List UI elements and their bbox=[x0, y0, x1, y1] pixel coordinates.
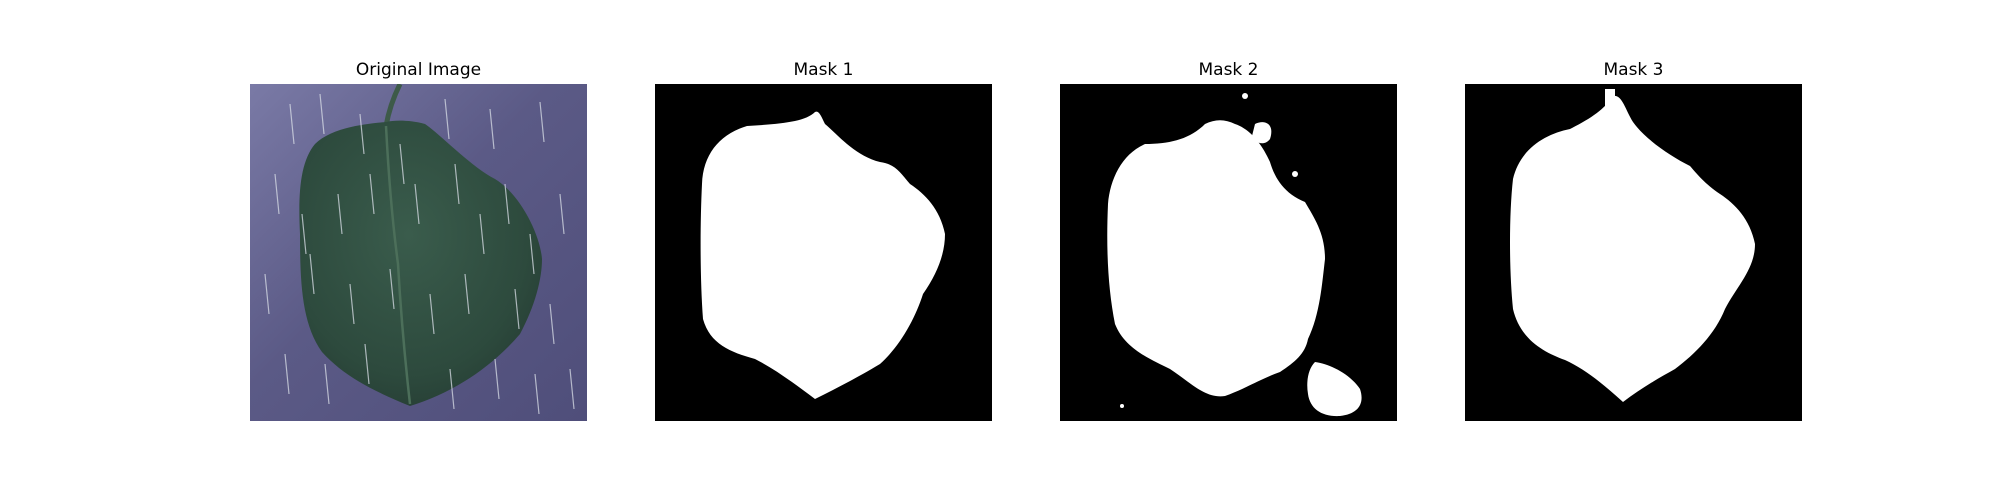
leaf-shape bbox=[299, 120, 542, 407]
mask-1-panel: Mask 1 bbox=[655, 56, 992, 421]
mask-3-svg bbox=[1465, 84, 1802, 421]
original-image-svg bbox=[250, 84, 587, 421]
mask-3-leaf bbox=[1510, 95, 1755, 402]
original-image-panel: Original Image bbox=[250, 56, 587, 421]
mask-3-title: Mask 3 bbox=[1603, 60, 1664, 80]
mask-3-panel: Mask 3 bbox=[1465, 56, 1802, 421]
mask-2-speck-2 bbox=[1204, 126, 1212, 134]
mask-1-leaf bbox=[700, 111, 945, 399]
mask-2-speck-1 bbox=[1242, 93, 1248, 99]
mask-1-image bbox=[655, 84, 992, 421]
mask-2-image bbox=[1060, 84, 1397, 421]
leaf-midrib bbox=[384, 125, 412, 405]
mask-1-title: Mask 1 bbox=[793, 60, 854, 80]
mask-2-panel: Mask 2 bbox=[1060, 56, 1397, 421]
mask-2-leaf bbox=[1107, 120, 1325, 397]
mask-2-speck-4 bbox=[1292, 171, 1298, 177]
mask-2-svg bbox=[1060, 84, 1397, 421]
original-image-title: Original Image bbox=[355, 60, 482, 80]
mask-2-speck-3 bbox=[1120, 404, 1124, 408]
original-image bbox=[250, 84, 587, 421]
mask-1-svg bbox=[655, 84, 992, 421]
mask-3-top-spur bbox=[1605, 89, 1615, 109]
mask-2-lower-blob bbox=[1307, 362, 1362, 417]
mask-3-image bbox=[1465, 84, 1802, 421]
rain-streaks bbox=[264, 93, 575, 415]
mask-2-title: Mask 2 bbox=[1198, 60, 1259, 80]
mask-2-upper-blob bbox=[1252, 122, 1272, 144]
